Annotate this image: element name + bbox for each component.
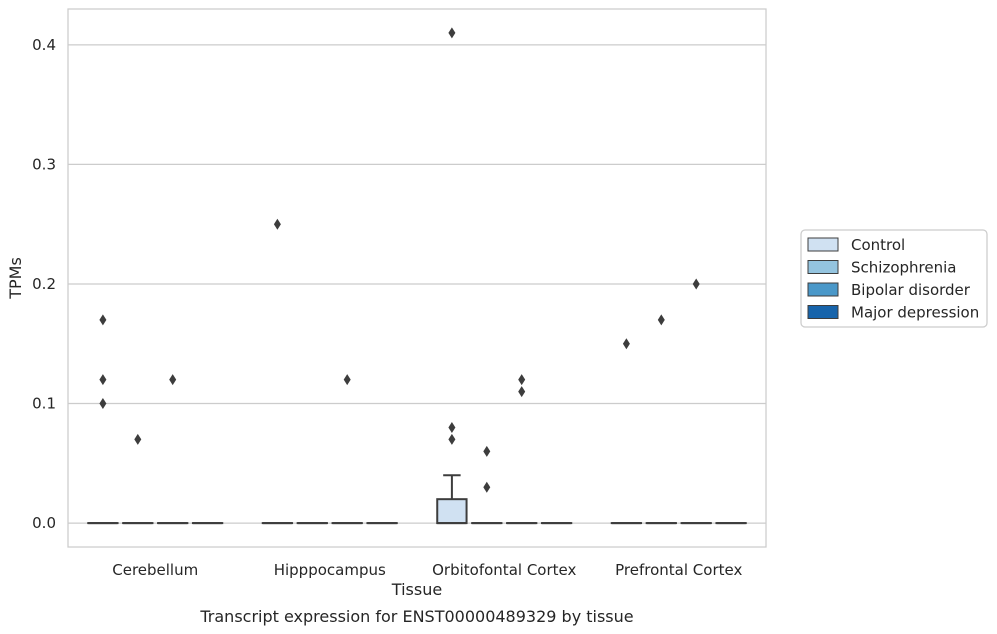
- x-tick-label: Hipppocampus: [274, 561, 386, 579]
- box-series: [87, 27, 747, 525]
- box-control: [436, 27, 468, 525]
- outlier-point: [99, 314, 107, 326]
- outlier-point: [99, 374, 107, 386]
- x-tick-label: Cerebellum: [112, 561, 198, 579]
- legend: Control Schizophrenia Bipolar disorder Majo…: [800, 229, 988, 328]
- outlier-point: [99, 398, 107, 410]
- box-control: [610, 338, 643, 525]
- x-tick-label: Orbitofontal Cortex: [432, 561, 576, 579]
- legend-label: Control: [851, 236, 905, 254]
- legend-frame: [800, 229, 988, 328]
- legend-swatch: [807, 282, 839, 297]
- y-axis-label: TPMs: [6, 257, 25, 300]
- box-schizophrenia: [122, 433, 154, 525]
- legend-swatch: [807, 260, 839, 274]
- outlier-point: [448, 27, 456, 39]
- legend-label: Schizophrenia: [851, 259, 956, 277]
- outlier-point: [518, 386, 526, 398]
- box-bipolar-disorder: [157, 374, 189, 525]
- outlier-point: [518, 374, 526, 386]
- x-axis-ticks: Cerebellum Hipppocampus Orbitofontal Corte…: [112, 561, 742, 579]
- legend-label: Bipolar disorder: [851, 281, 971, 299]
- x-axis-label: Tissue: [391, 580, 442, 599]
- grid-lines: [68, 44, 766, 524]
- box-bipolar-disorder: [331, 374, 363, 525]
- y-tick-label: 0.1: [32, 395, 56, 413]
- y-tick-label: 0.3: [32, 155, 56, 173]
- box-control: [87, 314, 119, 525]
- legend-swatch: [807, 305, 839, 319]
- box-bipolar-disorder: [506, 374, 538, 525]
- y-tick-label: 0.2: [32, 275, 56, 293]
- chart-caption: Transcript expression for ENST0000048932…: [199, 607, 633, 626]
- outlier-point: [343, 374, 351, 386]
- outlier-point: [483, 481, 491, 493]
- x-tick-label: Prefrontal Cortex: [615, 561, 742, 579]
- box-bipolar-disorder: [680, 278, 712, 525]
- outlier-point: [169, 374, 177, 386]
- outlier-point: [622, 338, 630, 350]
- legend-swatch: [807, 237, 839, 252]
- outlier-point: [657, 314, 665, 326]
- y-axis-ticks: 0.0 0.1 0.2 0.3 0.4: [32, 36, 56, 532]
- box-schizophrenia: [471, 445, 503, 525]
- box-control: [261, 218, 294, 525]
- outlier-point: [134, 433, 142, 445]
- legend-label: Major depression: [851, 304, 979, 322]
- outlier-point: [692, 278, 700, 290]
- box-body: [436, 498, 468, 525]
- outlier-point: [483, 445, 491, 457]
- plot-frame: [67, 8, 767, 548]
- outlier-point: [448, 433, 456, 445]
- box-schizophrenia: [645, 314, 677, 525]
- outlier-point: [448, 421, 456, 433]
- outlier-point: [273, 218, 281, 230]
- y-tick-label: 0.0: [32, 514, 56, 532]
- y-tick-label: 0.4: [32, 36, 56, 54]
